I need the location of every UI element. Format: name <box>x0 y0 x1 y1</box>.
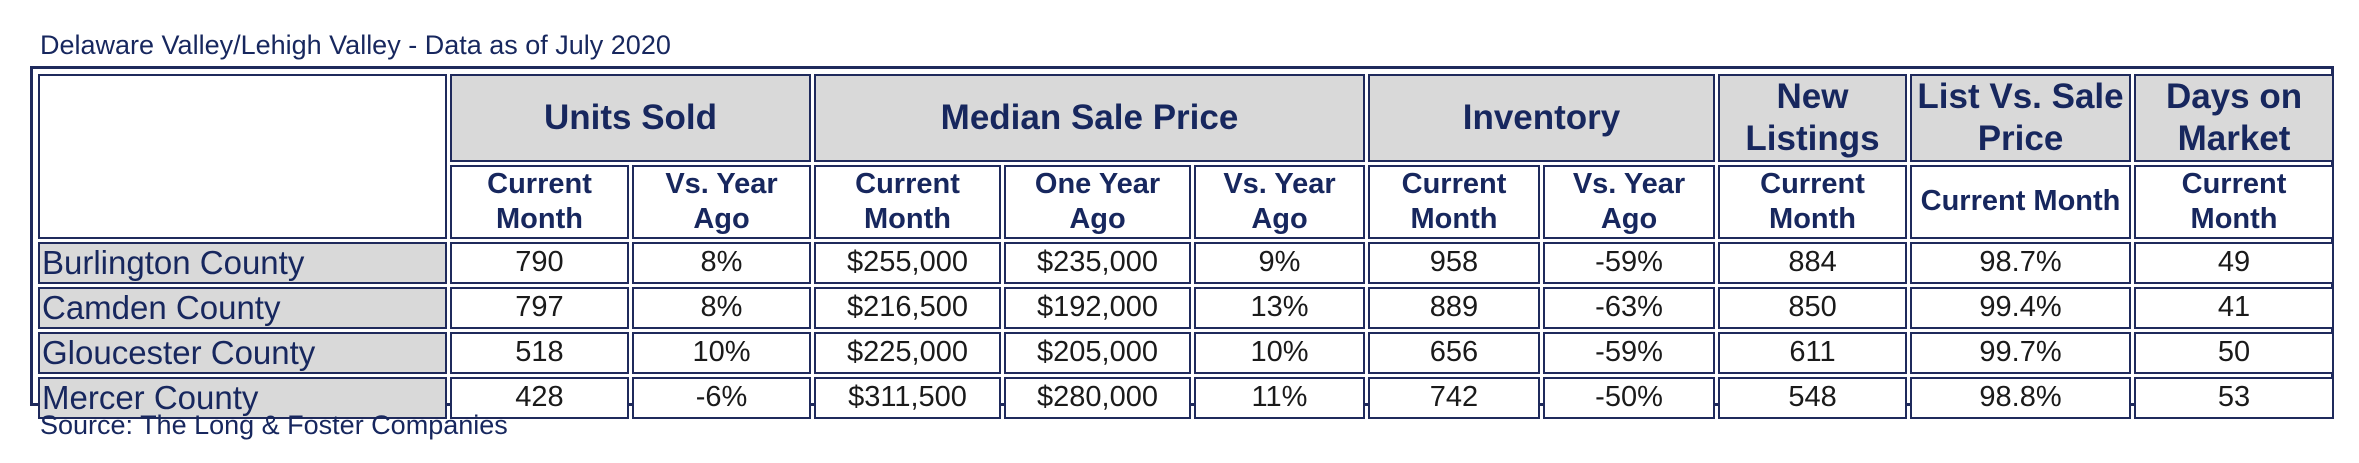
new-listings-current: 884 <box>1718 241 1908 284</box>
inventory-vs-year-ago: -63% <box>1543 286 1716 329</box>
header-median-sale-price: Median Sale Price <box>814 74 1365 162</box>
new-listings-current: 850 <box>1718 286 1908 329</box>
units-sold-vs-year-ago: -6% <box>632 376 811 419</box>
subheader-inventory-vs-year-ago: Vs. Year Ago <box>1543 165 1716 239</box>
subheader-price-vs-year-ago: Vs. Year Ago <box>1194 165 1365 239</box>
median-price-one-year-ago: $280,000 <box>1004 376 1191 419</box>
inventory-vs-year-ago: -50% <box>1543 376 1716 419</box>
median-price-one-year-ago: $205,000 <box>1004 331 1191 374</box>
list-vs-sale-current: 99.7% <box>1910 331 2132 374</box>
market-data-table: Units Sold Median Sale Price Inventory N… <box>35 71 2337 422</box>
header-new-listings: New Listings <box>1718 74 1908 162</box>
days-on-market-current: 49 <box>2134 241 2335 284</box>
header-list-vs-sale-price: List Vs. Sale Price <box>1910 74 2132 162</box>
median-price-current: $225,000 <box>814 331 1001 374</box>
header-days-on-market: Days on Market <box>2134 74 2335 162</box>
subheader-inventory-current-month: Current Month <box>1368 165 1540 239</box>
inventory-vs-year-ago: -59% <box>1543 331 1716 374</box>
inventory-current: 958 <box>1368 241 1540 284</box>
units-sold-current: 518 <box>450 331 629 374</box>
list-vs-sale-current: 98.7% <box>1910 241 2132 284</box>
units-sold-current: 790 <box>450 241 629 284</box>
units-sold-current: 428 <box>450 376 629 419</box>
days-on-market-current: 53 <box>2134 376 2335 419</box>
subheader-list-vs-sale-current-month: Current Month <box>1910 165 2132 239</box>
table-row: Mercer County 428 -6% $311,500 $280,000 … <box>38 376 2335 419</box>
list-vs-sale-current: 99.4% <box>1910 286 2132 329</box>
header-row-subcolumns: Current Month Vs. Year Ago Current Month… <box>38 165 2335 239</box>
units-sold-vs-year-ago: 10% <box>632 331 811 374</box>
median-price-current: $216,500 <box>814 286 1001 329</box>
median-price-current: $311,500 <box>814 376 1001 419</box>
table-row: Gloucester County 518 10% $225,000 $205,… <box>38 331 2335 374</box>
page-title: Delaware Valley/Lehigh Valley - Data as … <box>40 30 671 60</box>
county-name: Burlington County <box>38 241 447 284</box>
subheader-units-vs-year-ago: Vs. Year Ago <box>632 165 811 239</box>
median-price-vs-year-ago: 13% <box>1194 286 1365 329</box>
new-listings-current: 548 <box>1718 376 1908 419</box>
inventory-current: 889 <box>1368 286 1540 329</box>
corner-cell <box>38 74 447 239</box>
subheader-new-listings-current-month: Current Month <box>1718 165 1908 239</box>
inventory-current: 656 <box>1368 331 1540 374</box>
list-vs-sale-current: 98.8% <box>1910 376 2132 419</box>
subheader-price-one-year-ago: One Year Ago <box>1004 165 1191 239</box>
inventory-vs-year-ago: -59% <box>1543 241 1716 284</box>
inventory-current: 742 <box>1368 376 1540 419</box>
median-price-one-year-ago: $235,000 <box>1004 241 1191 284</box>
subheader-price-current-month: Current Month <box>814 165 1001 239</box>
header-row-groups: Units Sold Median Sale Price Inventory N… <box>38 74 2335 239</box>
market-data-table-frame: Units Sold Median Sale Price Inventory N… <box>30 66 2335 419</box>
units-sold-vs-year-ago: 8% <box>632 241 811 284</box>
county-name: Mercer County <box>38 376 447 419</box>
median-price-vs-year-ago: 10% <box>1194 331 1365 374</box>
median-price-one-year-ago: $192,000 <box>1004 286 1191 329</box>
subheader-days-current-month: Current Month <box>2134 165 2335 239</box>
median-price-vs-year-ago: 11% <box>1194 376 1365 419</box>
county-name: Gloucester County <box>38 331 447 374</box>
days-on-market-current: 50 <box>2134 331 2335 374</box>
header-units-sold: Units Sold <box>450 74 811 162</box>
source-note: Source: The Long & Foster Companies <box>40 410 508 440</box>
subheader-units-current-month: Current Month <box>450 165 629 239</box>
county-name: Camden County <box>38 286 447 329</box>
table-row: Camden County 797 8% $216,500 $192,000 1… <box>38 286 2335 329</box>
days-on-market-current: 41 <box>2134 286 2335 329</box>
units-sold-vs-year-ago: 8% <box>632 286 811 329</box>
new-listings-current: 611 <box>1718 331 1908 374</box>
units-sold-current: 797 <box>450 286 629 329</box>
median-price-vs-year-ago: 9% <box>1194 241 1365 284</box>
table-row: Burlington County 790 8% $255,000 $235,0… <box>38 241 2335 284</box>
median-price-current: $255,000 <box>814 241 1001 284</box>
header-inventory: Inventory <box>1368 74 1716 162</box>
